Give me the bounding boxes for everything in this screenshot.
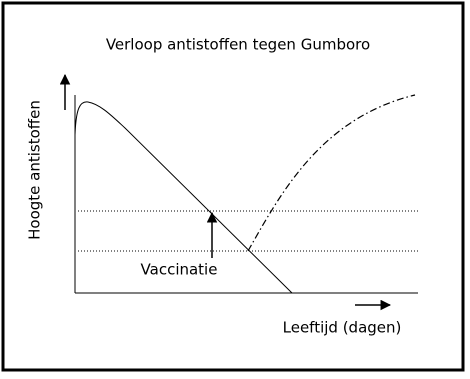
y-axis-label: Hoogte antistoffen bbox=[26, 100, 44, 240]
annotation: Vaccinatie bbox=[141, 261, 218, 279]
x-axis-label: Leeftijd (dagen) bbox=[283, 319, 402, 337]
title: Verloop antistoffen tegen Gumboro bbox=[106, 36, 370, 54]
frame bbox=[1, 1, 465, 372]
vaccine-antibody-curve bbox=[247, 94, 416, 252]
maternal-antibody-curve bbox=[74, 101, 293, 294]
